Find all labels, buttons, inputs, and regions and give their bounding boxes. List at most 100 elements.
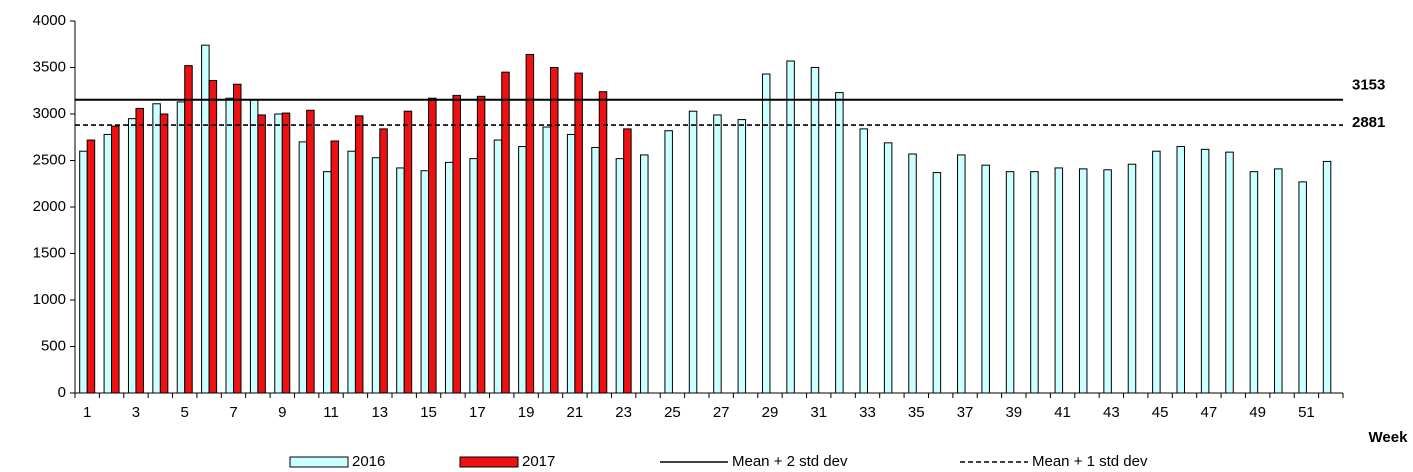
bar bbox=[786, 60, 795, 394]
x-axis-label: Week bbox=[1369, 429, 1409, 446]
bar bbox=[176, 101, 186, 394]
x-tick-label: 41 bbox=[1054, 404, 1071, 421]
x-tick-label: 5 bbox=[181, 404, 189, 421]
x-tick-label: 3 bbox=[132, 404, 140, 421]
x-tick-label: 29 bbox=[762, 404, 779, 421]
bar bbox=[550, 67, 559, 394]
bar bbox=[306, 109, 315, 394]
bar bbox=[1152, 150, 1161, 394]
bar bbox=[1274, 168, 1283, 394]
bar bbox=[298, 141, 308, 394]
bar bbox=[1322, 160, 1332, 394]
bar bbox=[1249, 171, 1259, 394]
bar bbox=[1127, 163, 1137, 394]
bar bbox=[103, 133, 113, 394]
bar bbox=[525, 53, 535, 394]
bar bbox=[201, 44, 210, 394]
y-tick-label: 4000 bbox=[33, 12, 66, 29]
x-tick-label: 33 bbox=[859, 404, 876, 421]
bar bbox=[908, 153, 917, 394]
x-tick-label: 21 bbox=[567, 404, 584, 421]
bar bbox=[640, 154, 649, 394]
bar bbox=[761, 73, 771, 394]
bar bbox=[347, 150, 356, 394]
legend-label: Mean + 1 std dev bbox=[1032, 453, 1148, 470]
bar bbox=[469, 158, 478, 394]
x-tick-label: 51 bbox=[1298, 404, 1315, 421]
bar bbox=[932, 172, 942, 394]
bar bbox=[281, 112, 291, 394]
bar bbox=[111, 125, 120, 394]
bar bbox=[233, 83, 242, 394]
bar bbox=[623, 128, 632, 394]
x-tick-label: 43 bbox=[1103, 404, 1120, 421]
bar bbox=[713, 114, 722, 394]
x-tick-label: 35 bbox=[908, 404, 925, 421]
bar bbox=[591, 146, 600, 394]
bar bbox=[420, 170, 430, 394]
bar bbox=[688, 110, 698, 394]
legend-label: 2016 bbox=[352, 453, 385, 470]
bar bbox=[274, 113, 283, 394]
x-tick-label: 47 bbox=[1201, 404, 1218, 421]
bar bbox=[1103, 169, 1112, 394]
bar bbox=[86, 139, 96, 394]
bar bbox=[737, 119, 747, 394]
bar bbox=[444, 161, 454, 394]
bar bbox=[1200, 148, 1210, 394]
bar bbox=[859, 128, 868, 394]
bar bbox=[598, 91, 608, 394]
bar bbox=[428, 97, 437, 394]
legend-label: 2017 bbox=[522, 453, 555, 470]
bar bbox=[396, 167, 405, 394]
x-tick-label: 15 bbox=[420, 404, 437, 421]
bar bbox=[1225, 151, 1234, 394]
x-tick-label: 25 bbox=[664, 404, 681, 421]
bar bbox=[810, 67, 820, 394]
bar bbox=[184, 65, 193, 394]
bar bbox=[615, 158, 625, 394]
bar bbox=[208, 80, 218, 394]
bar bbox=[403, 110, 413, 394]
legend-swatch bbox=[289, 456, 349, 468]
x-tick-label: 39 bbox=[1005, 404, 1022, 421]
bar bbox=[1054, 167, 1064, 394]
bar bbox=[518, 146, 527, 394]
x-tick-label: 45 bbox=[1152, 404, 1169, 421]
x-tick-label: 7 bbox=[229, 404, 237, 421]
bar bbox=[323, 171, 332, 394]
bar bbox=[835, 92, 844, 394]
x-tick-label: 23 bbox=[615, 404, 632, 421]
bar bbox=[981, 164, 990, 394]
bar bbox=[152, 103, 161, 394]
legend-swatch bbox=[459, 456, 519, 468]
bar bbox=[135, 107, 144, 394]
x-tick-label: 49 bbox=[1249, 404, 1266, 421]
bar bbox=[1078, 168, 1088, 394]
y-tick-label: 1500 bbox=[33, 244, 66, 261]
y-tick-label: 0 bbox=[58, 384, 66, 401]
x-tick-label: 13 bbox=[371, 404, 388, 421]
y-tick-label: 3000 bbox=[33, 105, 66, 122]
bar bbox=[371, 157, 381, 394]
x-tick-label: 37 bbox=[957, 404, 974, 421]
bar bbox=[225, 97, 234, 394]
bar bbox=[1030, 171, 1039, 394]
bar bbox=[574, 72, 583, 394]
bar bbox=[330, 140, 340, 394]
bar bbox=[379, 128, 388, 394]
bar bbox=[452, 94, 461, 394]
bar bbox=[664, 130, 673, 394]
bar bbox=[501, 71, 510, 394]
bar bbox=[354, 115, 364, 394]
y-tick-label: 2000 bbox=[33, 198, 66, 215]
bar bbox=[249, 99, 259, 394]
x-tick-label: 27 bbox=[713, 404, 730, 421]
reference-label: 2881 bbox=[1352, 114, 1385, 131]
x-tick-label: 31 bbox=[810, 404, 827, 421]
legend-label: Mean + 2 std dev bbox=[732, 453, 848, 470]
bar bbox=[1176, 146, 1185, 394]
y-tick-label: 3500 bbox=[33, 58, 66, 75]
